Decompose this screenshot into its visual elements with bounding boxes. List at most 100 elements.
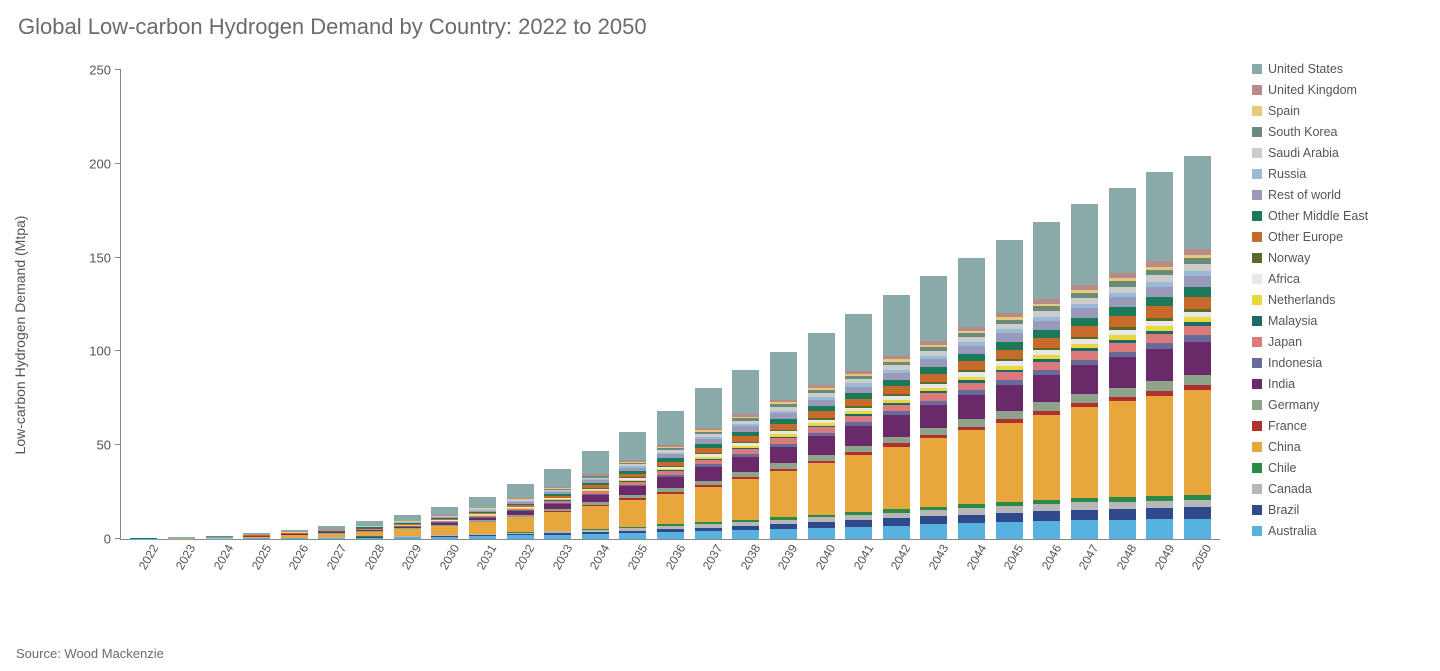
legend-swatch	[1252, 337, 1262, 347]
bar-segment	[1146, 306, 1173, 318]
x-tick-label: 2022	[136, 542, 161, 572]
plot-area: 2022202320242025202620272028202920302031…	[120, 70, 1220, 540]
bar-segment	[582, 534, 609, 539]
bar-segment	[1033, 321, 1060, 330]
stacked-bar	[281, 70, 308, 539]
legend-swatch	[1252, 316, 1262, 326]
bar-segment	[1109, 307, 1136, 316]
bar-segment	[657, 477, 684, 488]
stacked-bar	[657, 70, 684, 539]
bar-segment	[1184, 342, 1211, 375]
legend-label: Spain	[1268, 104, 1300, 118]
bar-segment	[1071, 365, 1098, 394]
legend-swatch	[1252, 211, 1262, 221]
bar-segment	[582, 506, 609, 529]
bar-segment	[695, 467, 722, 481]
bar-slot: 2029	[388, 70, 426, 539]
bar-slot: 2035	[614, 70, 652, 539]
bar-segment	[1146, 349, 1173, 381]
bar-segment	[695, 531, 722, 539]
x-tick-label: 2030	[437, 542, 462, 572]
legend-item: Malaysia	[1252, 314, 1422, 328]
bar-segment	[996, 411, 1023, 419]
bar-segment	[1033, 338, 1060, 348]
y-tick-mark	[115, 444, 121, 445]
legend-swatch	[1252, 463, 1262, 473]
legend-label: Other Middle East	[1268, 209, 1368, 223]
legend-label: Chile	[1268, 461, 1297, 475]
bar-segment	[920, 374, 947, 382]
stacked-bar	[243, 70, 270, 539]
y-tick-label: 0	[104, 532, 111, 547]
legend-swatch	[1252, 64, 1262, 74]
legend-swatch	[1252, 421, 1262, 431]
stacked-bar	[1033, 70, 1060, 539]
bar-slot: 2040	[802, 70, 840, 539]
bar-slot: 2034	[577, 70, 615, 539]
bar-segment	[1184, 156, 1211, 249]
bar-segment	[657, 532, 684, 539]
stacked-bar	[130, 70, 157, 539]
y-tick-label: 50	[97, 438, 111, 453]
bar-segment	[544, 512, 571, 531]
legend-item: Other Middle East	[1252, 209, 1422, 223]
legend-swatch	[1252, 442, 1262, 452]
bar-slot: 2037	[689, 70, 727, 539]
legend-swatch	[1252, 484, 1262, 494]
bar-segment	[920, 516, 947, 524]
bar-slot: 2031	[464, 70, 502, 539]
bar-segment	[845, 527, 872, 539]
legend-item: Brazil	[1252, 503, 1422, 517]
bar-slot: 2041	[840, 70, 878, 539]
bar-segment	[356, 538, 383, 540]
bar-segment	[808, 528, 835, 539]
y-axis-label: Low-carbon Hydrogen Demand (Mtpa)	[12, 216, 28, 455]
bar-segment	[1146, 396, 1173, 496]
bar-segment	[507, 517, 534, 532]
legend-swatch	[1252, 106, 1262, 116]
bar-segment	[1146, 501, 1173, 509]
x-tick-label: 2040	[813, 542, 838, 572]
x-tick-label: 2047	[1076, 542, 1101, 572]
legend-item: France	[1252, 419, 1422, 433]
bar-segment	[808, 463, 835, 515]
legend-label: Africa	[1268, 272, 1300, 286]
bar-segment	[845, 426, 872, 446]
bar-segment	[732, 370, 759, 414]
bar-segment	[920, 393, 947, 400]
bar-segment	[958, 515, 985, 524]
bar-slot: 2046	[1028, 70, 1066, 539]
stacked-bar	[1146, 70, 1173, 539]
stacked-bar	[431, 70, 458, 539]
legend-label: China	[1268, 440, 1301, 454]
bar-segment	[1146, 381, 1173, 391]
x-tick-label: 2025	[249, 542, 274, 572]
bar-slot: 2022	[125, 70, 163, 539]
bar-segment	[469, 536, 496, 539]
bar-segment	[281, 538, 308, 539]
bar-segment	[883, 295, 910, 355]
bar-segment	[1071, 510, 1098, 520]
bar-segment	[657, 411, 684, 445]
legend-item: Germany	[1252, 398, 1422, 412]
x-tick-label: 2039	[775, 542, 800, 572]
legend-item: United Kingdom	[1252, 83, 1422, 97]
bar-segment	[1146, 334, 1173, 343]
y-tick-label: 200	[89, 156, 111, 171]
bar-segment	[544, 535, 571, 540]
bar-segment	[845, 314, 872, 370]
bar-slot: 2026	[276, 70, 314, 539]
bar-segment	[431, 537, 458, 539]
x-tick-label: 2037	[700, 542, 725, 572]
x-tick-label: 2028	[361, 542, 386, 572]
x-tick-label: 2044	[963, 542, 988, 572]
bar-segment	[1071, 502, 1098, 509]
legend-swatch	[1252, 127, 1262, 137]
bar-segment	[582, 495, 609, 502]
stacked-bar	[619, 70, 646, 539]
bar-segment	[1146, 297, 1173, 306]
bar-segment	[1033, 415, 1060, 500]
bar-segment	[883, 415, 910, 436]
x-tick-label: 2038	[738, 542, 763, 572]
legend-item: South Korea	[1252, 125, 1422, 139]
